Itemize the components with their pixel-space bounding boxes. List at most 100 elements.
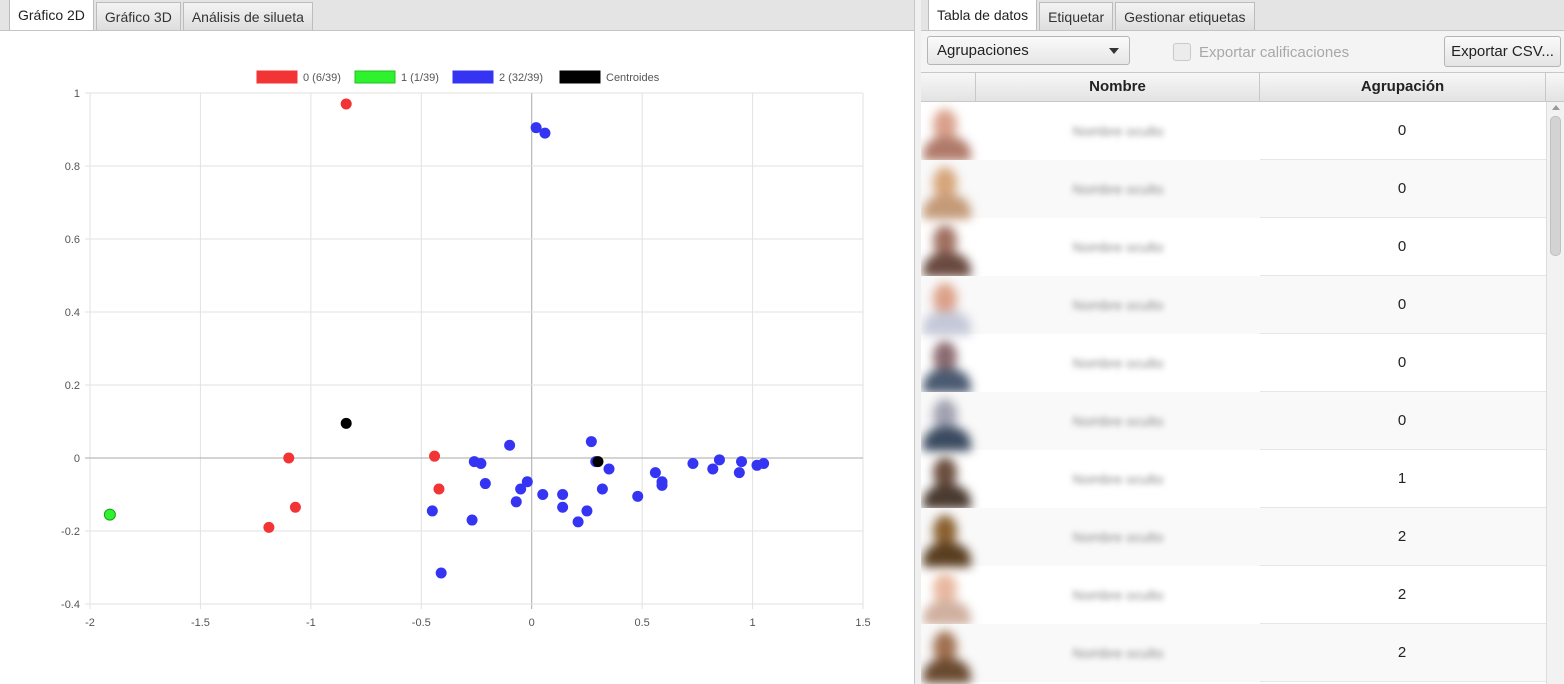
tab-grafico-2d[interactable]: Gráfico 2D xyxy=(9,0,94,30)
scatter-point xyxy=(656,479,668,491)
student-name: Nombre oculto xyxy=(1072,529,1164,545)
grouping-combo[interactable]: Agrupaciones xyxy=(927,36,1130,65)
export-grades-label: Exportar calificaciones xyxy=(1199,43,1350,61)
scatter-point xyxy=(572,516,584,528)
table-row[interactable]: Nombre oculto 2 xyxy=(921,566,1546,625)
avatar xyxy=(921,393,975,451)
table-row[interactable]: Nombre oculto 0 xyxy=(921,392,1546,451)
table-row[interactable]: Nombre oculto 0 xyxy=(921,276,1546,335)
scatter-point xyxy=(537,489,549,500)
group-value: 2 xyxy=(1397,528,1407,545)
export-grades-option[interactable]: Exportar calificaciones xyxy=(1173,41,1349,63)
scrollbar-thumb[interactable] xyxy=(1550,116,1561,256)
export-csv-button[interactable]: Exportar CSV... xyxy=(1444,36,1561,67)
legend-swatch xyxy=(452,70,494,84)
table-body: Nombre oculto 0 Nombre oculto 0 Nombre ocult… xyxy=(921,102,1546,684)
student-name: Nombre oculto xyxy=(1072,297,1164,313)
y-tick-label: 0.4 xyxy=(65,307,80,319)
student-name: Nombre oculto xyxy=(1072,413,1164,429)
student-name: Nombre oculto xyxy=(1072,645,1164,661)
student-name: Nombre oculto xyxy=(1072,239,1164,255)
scatter-chart: -2 -1.5 -1 -0.5 0 0.5 1 1.5 1 0.8 0.6 0.4 0.2 0 -0.2 -0… xyxy=(61,70,871,629)
column-header-photo[interactable] xyxy=(921,73,976,101)
tab-grafico-3d[interactable]: Gráfico 3D xyxy=(95,2,181,30)
legend-label: 0 (6/39) xyxy=(303,72,341,84)
scatter-point xyxy=(713,454,725,466)
right-pane: Tabla de datos Etiquetar Gestionar etiqu… xyxy=(921,0,1564,684)
avatar xyxy=(921,219,975,277)
avatar xyxy=(921,625,975,683)
scatter-point xyxy=(289,501,301,513)
scatter-point xyxy=(596,483,608,495)
legend-swatch xyxy=(256,70,298,84)
x-tick-label: -0.5 xyxy=(412,617,431,629)
tab-etiquetar[interactable]: Etiquetar xyxy=(1039,2,1114,30)
tab-gestionar-etiquetas[interactable]: Gestionar etiquetas xyxy=(1115,2,1255,30)
avatar xyxy=(921,509,975,567)
table-row[interactable]: Nombre oculto 1 xyxy=(921,450,1546,509)
scatter-point xyxy=(557,489,569,500)
x-tick-label: 0.5 xyxy=(634,617,649,629)
y-tick-label: -0.4 xyxy=(61,599,80,611)
scatter-point xyxy=(687,457,699,469)
table-toolbar: Agrupaciones Exportar calificaciones Exp… xyxy=(921,31,1564,71)
scatter-point xyxy=(632,490,644,502)
scatter-point xyxy=(585,436,597,448)
student-name: Nombre oculto xyxy=(1072,123,1164,139)
group-value: 0 xyxy=(1397,354,1407,371)
scatter-point xyxy=(733,467,745,479)
scatter-point xyxy=(504,439,516,451)
x-tick-label: -1.5 xyxy=(191,617,210,629)
centroid-point xyxy=(340,417,352,429)
student-name: Nombre oculto xyxy=(1072,181,1164,197)
column-header-nombre[interactable]: Nombre xyxy=(976,73,1260,101)
scatter-point xyxy=(429,450,441,462)
left-pane: Gráfico 2D Gráfico 3D Análisis de siluet… xyxy=(0,0,915,684)
table-header: Nombre Agrupación xyxy=(921,72,1564,102)
scatter-point xyxy=(340,98,352,110)
legend-swatch xyxy=(354,70,396,84)
export-grades-checkbox[interactable] xyxy=(1173,43,1191,61)
column-header-agrupacion[interactable]: Agrupación xyxy=(1260,73,1546,101)
scatter-point xyxy=(603,463,615,475)
tab-analisis-silueta[interactable]: Análisis de silueta xyxy=(182,2,313,30)
table-scrollbar[interactable] xyxy=(1546,102,1564,684)
tab-tabla-de-datos[interactable]: Tabla de datos xyxy=(928,0,1038,30)
scatter-point xyxy=(581,505,593,517)
avatar xyxy=(921,161,975,219)
scatter-point xyxy=(263,521,275,533)
scroll-up-icon[interactable] xyxy=(1552,105,1560,110)
y-tick-label: 0.2 xyxy=(65,380,80,392)
group-value: 2 xyxy=(1397,586,1407,603)
legend-label: 2 (32/39) xyxy=(499,72,543,84)
scatter-point xyxy=(475,457,487,469)
table-row[interactable]: Nombre oculto 0 xyxy=(921,334,1546,393)
scatter-point xyxy=(283,452,295,464)
y-tick-label: 1 xyxy=(74,88,80,100)
scatter-point xyxy=(466,514,478,526)
scatter-point xyxy=(510,496,522,508)
legend-swatch xyxy=(559,70,601,84)
table-row[interactable]: Nombre oculto 0 xyxy=(921,102,1546,161)
avatar xyxy=(921,451,975,509)
legend-label: 1 (1/39) xyxy=(401,72,439,84)
student-name: Nombre oculto xyxy=(1072,471,1164,487)
centroid-point xyxy=(592,456,604,468)
table-row[interactable]: Nombre oculto 0 xyxy=(921,160,1546,219)
scatter-point xyxy=(530,122,542,134)
group-value: 1 xyxy=(1397,470,1407,487)
scatter-point xyxy=(707,463,719,475)
scatter-point xyxy=(649,467,661,479)
scatter-point xyxy=(557,501,569,513)
scatter-point xyxy=(426,505,438,517)
table-row[interactable]: Nombre oculto 0 xyxy=(921,218,1546,277)
right-tabbar: Tabla de datos Etiquetar Gestionar etiqu… xyxy=(921,0,1564,31)
group-value: 0 xyxy=(1397,122,1407,139)
student-name: Nombre oculto xyxy=(1072,355,1164,371)
x-tick-label: -1 xyxy=(306,617,316,629)
table-row[interactable]: Nombre oculto 2 xyxy=(921,508,1546,567)
table-row[interactable]: Nombre oculto 2 xyxy=(921,624,1546,683)
avatar xyxy=(921,567,975,625)
scatter-point xyxy=(539,127,551,139)
scatter-point xyxy=(521,476,533,488)
